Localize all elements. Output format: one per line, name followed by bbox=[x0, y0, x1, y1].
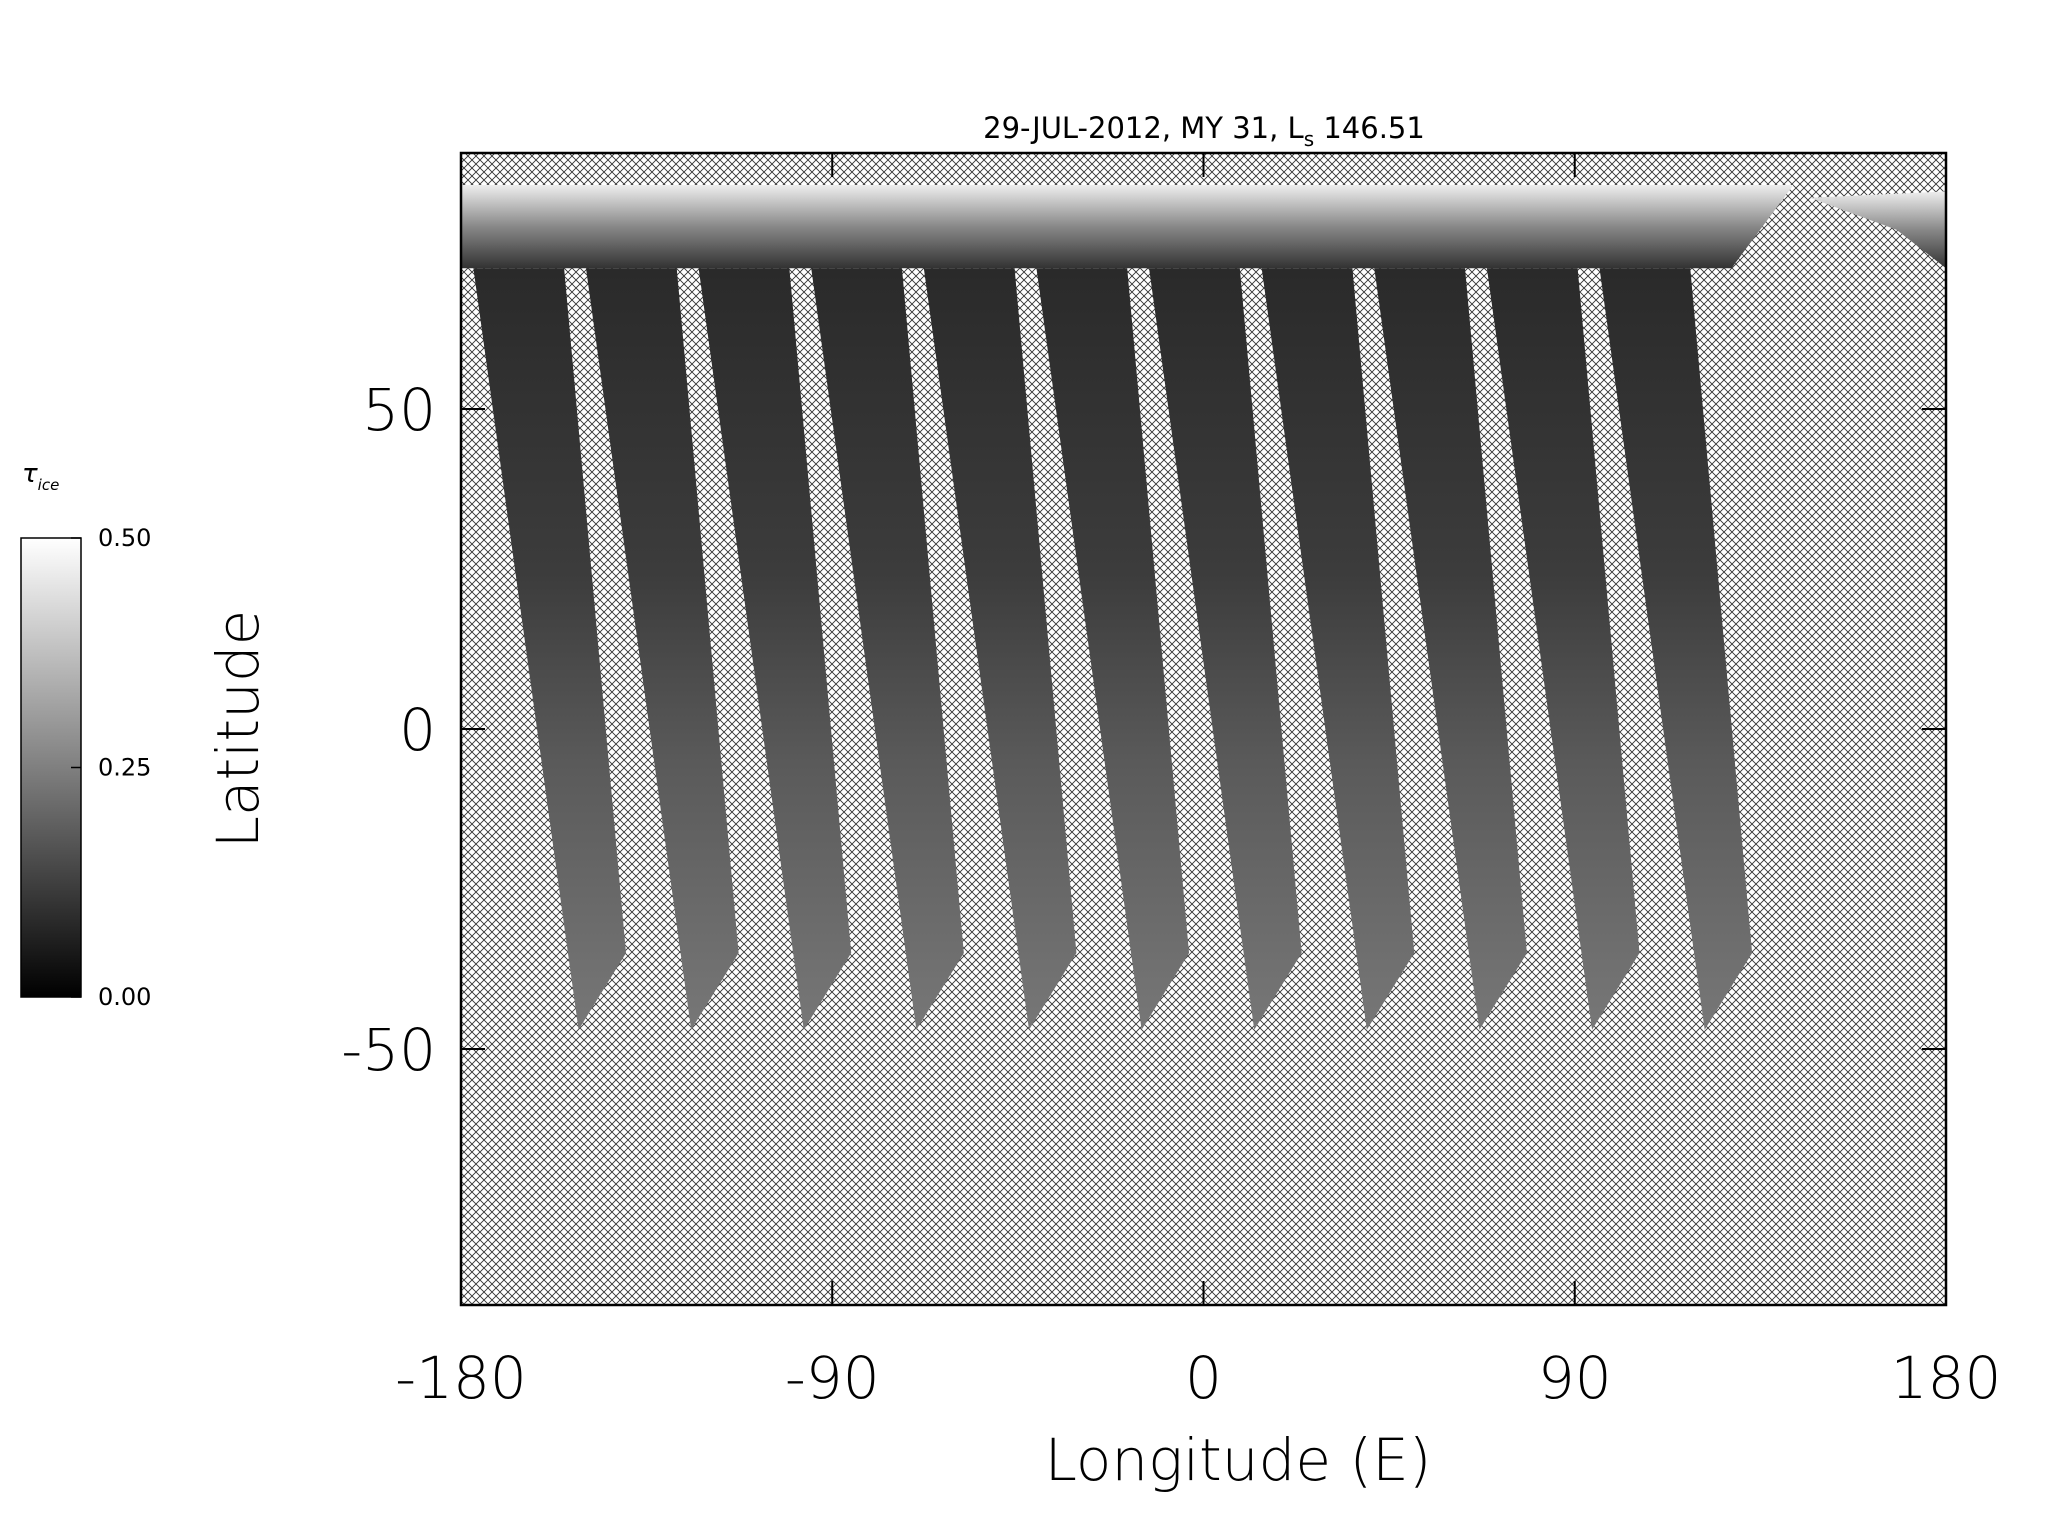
swath bbox=[473, 268, 626, 1030]
x-tick-label: -180 bbox=[395, 1344, 527, 1412]
swath bbox=[1149, 268, 1302, 1030]
swath bbox=[1486, 268, 1640, 1030]
colorbar-label: τice bbox=[22, 459, 59, 494]
colorbar-tick-label: 0.50 bbox=[98, 524, 151, 552]
x-axis-label: Longitude (E) bbox=[1045, 1426, 1432, 1494]
y-tick-label: -50 bbox=[341, 1016, 436, 1084]
swath bbox=[811, 268, 964, 1030]
x-tick-label: -90 bbox=[785, 1344, 880, 1412]
polar-swath bbox=[1809, 191, 1946, 269]
x-tick-label: 90 bbox=[1538, 1344, 1612, 1412]
colorbar-tick-label: 0.00 bbox=[98, 983, 151, 1011]
colorbar-tick-label: 0.25 bbox=[98, 754, 151, 782]
swath bbox=[1261, 268, 1415, 1030]
polar-swath bbox=[461, 185, 1794, 269]
swath bbox=[923, 268, 1077, 1030]
y-axis-label: Latitude bbox=[204, 610, 272, 849]
y-tick-label: 0 bbox=[399, 696, 436, 764]
swath bbox=[698, 268, 852, 1030]
swath bbox=[1374, 268, 1527, 1030]
chart-title: 29-JUL-2012, MY 31, Ls 146.51 bbox=[983, 111, 1425, 151]
swath bbox=[1036, 268, 1190, 1030]
swath bbox=[1599, 268, 1753, 1030]
y-tick-label: 50 bbox=[362, 376, 436, 444]
swath bbox=[585, 268, 739, 1030]
x-tick-label: 180 bbox=[1891, 1344, 2002, 1412]
x-tick-label: 0 bbox=[1185, 1344, 1222, 1412]
